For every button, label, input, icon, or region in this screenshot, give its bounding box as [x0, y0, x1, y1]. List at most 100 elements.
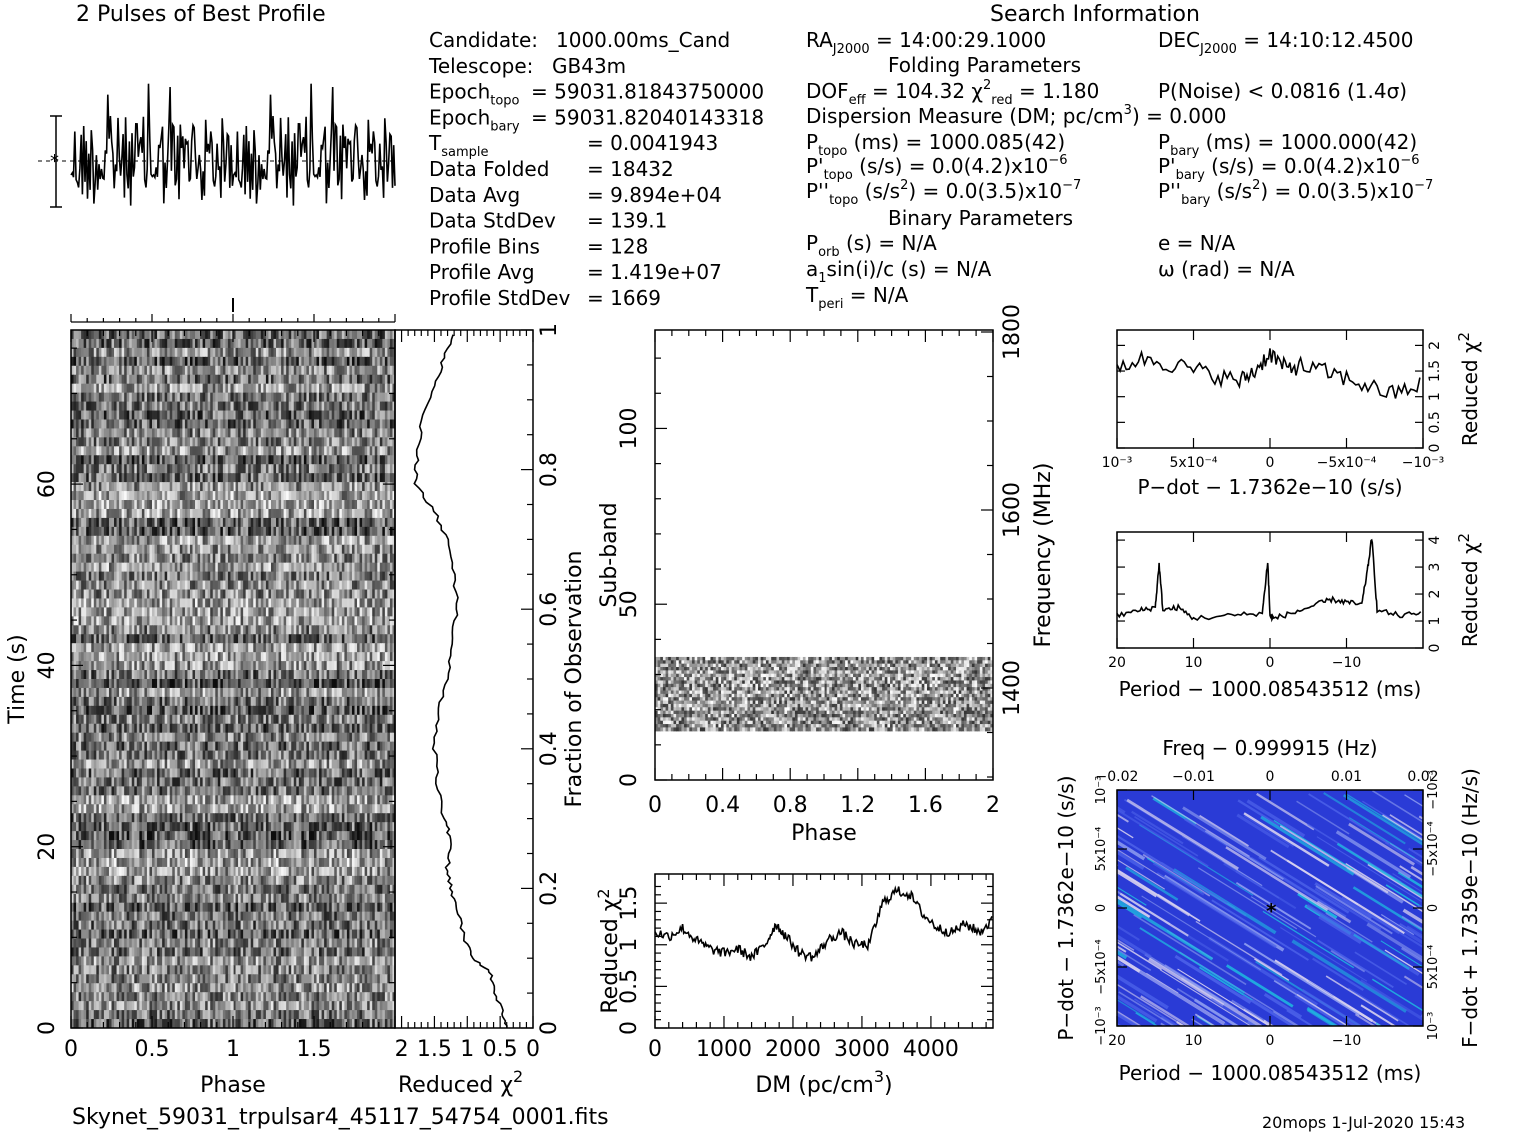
plane-streak	[1126, 798, 1239, 870]
plane-streak	[1389, 814, 1423, 837]
pdot-frame	[1116, 329, 1424, 449]
x-tick-top-label: 0.02	[1407, 769, 1438, 785]
x-tick-label: 4000	[903, 1037, 959, 1062]
y-tick-label: 1.5	[617, 886, 642, 921]
plane-streak	[1291, 939, 1408, 1013]
plane-streak	[1263, 992, 1303, 1019]
plane-streak	[1151, 795, 1250, 858]
plane-streak	[1139, 927, 1246, 994]
y-tick-label: 0.5	[1427, 411, 1443, 433]
plane-streak	[1314, 882, 1373, 920]
porb-label: Porb (s) = N/A	[806, 231, 937, 260]
p-pdot-xlabel: Period − 1000.08543512 (ms)	[1119, 1061, 1422, 1085]
plane-streak	[1346, 793, 1423, 843]
info-label: Telescope:	[428, 54, 533, 78]
plane-streak	[1341, 895, 1401, 935]
pdot-series	[1116, 348, 1421, 399]
plane-streak	[1272, 1010, 1300, 1026]
plane-streak	[1176, 988, 1240, 1026]
info-left-block: Candidate: 1000.00ms_Cand Telescope: GB43m E…	[428, 28, 764, 310]
y-tick-label: 1	[537, 323, 562, 337]
plane-streak	[1177, 968, 1271, 1026]
plane-streak	[1117, 869, 1158, 898]
x-tick-label: 1.2	[840, 793, 875, 818]
y-tick-label: 0	[617, 1021, 642, 1035]
plane-streak	[1297, 892, 1338, 920]
plane-streak	[1385, 884, 1423, 909]
y-tick-label: 0.6	[537, 592, 562, 627]
x-tick-label: −10	[1332, 1033, 1362, 1049]
info-mid-block: RAJ2000 = 14:00:29.1000 DECJ2000 = 14:10…	[805, 28, 1433, 312]
x-tick-label: −5x10⁻⁴	[1317, 455, 1377, 471]
plane-streak	[1286, 1009, 1314, 1026]
period-frame	[1116, 531, 1424, 649]
tperi-label: Tperi = N/A	[805, 283, 909, 312]
x-tick-label: 2000	[765, 1037, 821, 1062]
plane-streak	[1117, 941, 1162, 971]
y-tick-label: 0	[617, 773, 642, 787]
y-tick-right-label: 5x10⁻⁴	[1426, 945, 1441, 990]
y-tick-label: −5x10⁻⁴	[1094, 939, 1109, 994]
plane-streak	[1343, 794, 1423, 846]
plane-streak	[1156, 872, 1277, 949]
plane-streak	[1198, 966, 1254, 1002]
period-ylabel: Reduced χ2	[1455, 533, 1482, 647]
plane-streak	[1385, 841, 1423, 867]
plane-streak	[1118, 991, 1176, 1026]
y-tick-label: 2	[1427, 590, 1443, 599]
plane-streak	[1237, 799, 1280, 827]
dm-label: Dispersion Measure (DM; pc/cm3) = 0.000	[806, 103, 1226, 128]
plane-streak	[1117, 868, 1201, 922]
plane-streak	[1204, 830, 1284, 881]
y-tick-label: 2	[1427, 341, 1443, 350]
plane-streak	[1403, 975, 1423, 990]
plane-streak	[1325, 912, 1373, 943]
x-tick-label: 0.4	[705, 793, 740, 818]
plane-streak	[1152, 796, 1197, 826]
period-xlabel: Period − 1000.08543512 (ms)	[1119, 677, 1422, 701]
plane-streak	[1492, 878, 1517, 952]
plane-streak	[1174, 954, 1252, 1004]
plane-streak	[1498, 861, 1517, 889]
subband-ylabel: Sub-band	[597, 502, 622, 607]
plane-streak	[1160, 969, 1252, 1026]
y-tick-label: 0	[1427, 444, 1443, 453]
y-tick-right-label: 0	[1426, 904, 1441, 912]
plane-streak	[1484, 1006, 1517, 1027]
y-tick-label: 0	[35, 1021, 60, 1035]
plane-streak	[1117, 994, 1158, 1023]
y-tick-label: 5x10⁻⁴	[1094, 827, 1109, 872]
subband-phase-image	[655, 656, 993, 732]
profile-title: 2 Pulses of Best Profile	[76, 2, 326, 27]
y-tick-label: 1.5	[1427, 360, 1443, 382]
info-label: Epochtopo	[429, 80, 520, 109]
timestamp: 20mops 1-Jul-2020 15:43	[1262, 1113, 1465, 1132]
pnoise-label: P(Noise) < 0.0816 (1.4σ)	[1158, 79, 1407, 103]
plane-streak	[1231, 999, 1267, 1023]
plane-streak	[1382, 814, 1423, 842]
y-tick-label: 0.5	[617, 969, 642, 1004]
x-tick-label: 0.8	[773, 793, 808, 818]
plane-streak	[1380, 914, 1415, 936]
plane-streak	[1406, 925, 1423, 938]
x-tick-label: 1	[460, 1037, 474, 1062]
period-series	[1116, 538, 1422, 623]
binary-title: Binary Parameters	[888, 206, 1073, 230]
plane-streak	[1211, 899, 1309, 961]
y-tick-label: 100	[617, 407, 642, 449]
x-tick-label: 0	[64, 1037, 78, 1062]
info-value: = 139.1	[587, 209, 667, 233]
dm-chi-plot: 0 1000 2000 3000 4000 0 0.5 1 1.5 DM (pc/cm3) Re…	[594, 873, 994, 1098]
plane-streak	[1488, 974, 1517, 1045]
plane-streak	[1296, 800, 1350, 835]
y-tick-label: 60	[35, 470, 60, 498]
y-tick-label: 0	[537, 1021, 562, 1035]
plane-streak	[1392, 873, 1423, 894]
y-tick-right-label: −10⁻³	[1426, 770, 1441, 810]
plane-streak	[1223, 862, 1297, 910]
plane-streak	[1404, 794, 1423, 808]
dof-label: DOFeff = 104.32 χ2red = 1.180	[806, 78, 1099, 108]
subband-xlabel: Phase	[791, 821, 857, 846]
plane-streak	[1117, 949, 1128, 960]
pdot-ylabel: Reduced χ2	[1455, 332, 1482, 446]
